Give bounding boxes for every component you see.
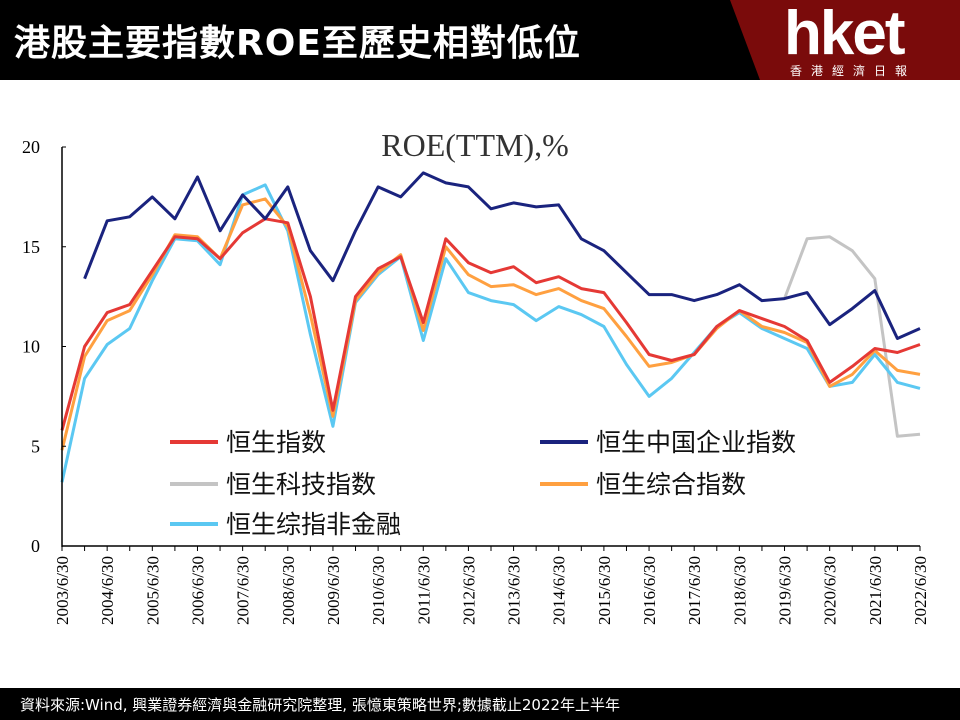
series-line [60,217,921,431]
y-tick-labels: 0 5 10 15 20 [22,137,66,556]
x-tick-label: 2017/6/30 [685,556,704,625]
x-tick-label: 2021/6/30 [866,556,885,625]
header-banner: 港股主要指數ROE至歷史相對低位 hket 香港經濟日報 [0,0,960,80]
x-tick-label: 2011/6/30 [414,556,433,624]
roe-line-chart: 0 5 10 15 20 2003/6/30 2004/6/30 2005/6/30 2006… [22,127,930,625]
legend-label: 恒生指数 [226,428,326,457]
hket-logo: hket 香港經濟日報 [776,0,936,80]
logo-wordmark: hket [784,0,905,68]
x-tick-label: 2010/6/30 [369,556,388,625]
page-title: 港股主要指數ROE至歷史相對低位 [14,23,581,64]
x-tick-label: 2012/6/30 [459,556,478,625]
chart-area: 0 5 10 15 20 2003/6/30 2004/6/30 2005/6/30 2006… [0,80,960,688]
x-tick-label: 2003/6/30 [53,556,72,625]
x-tick-label: 2005/6/30 [143,556,162,625]
x-tick-label: 2013/6/30 [505,556,524,625]
y-tick-label: 0 [31,536,40,556]
source-note: 資料來源:Wind, 興業證券經濟與金融研究院整理, 張憶東策略世界;數據截止2… [20,696,621,714]
series-line [60,183,921,483]
legend-label: 恒生中国企业指数 [596,428,796,457]
x-tick-label: 2009/6/30 [324,556,343,625]
x-tick-label: 2015/6/30 [595,556,614,625]
x-tick-label: 2006/6/30 [188,556,207,625]
series-line [783,235,921,438]
legend-label: 恒生综指非金融 [226,510,401,539]
x-tick-label: 2014/6/30 [550,556,569,625]
y-tick-label: 10 [22,337,40,357]
x-tick-labels: 2003/6/30 2004/6/30 2005/6/30 2006/6/30 2007… [53,546,930,625]
chart-title: ROE(TTM),% [381,127,569,163]
header-title-panel [0,0,760,80]
y-tick-label: 15 [22,237,40,257]
x-tick-label: 2004/6/30 [98,556,117,625]
series-line [60,197,921,451]
y-tick-label: 5 [31,436,40,456]
x-tick-label: 2022/6/30 [911,556,930,625]
series-lines [60,171,921,483]
x-tick-label: 2018/6/30 [730,556,749,625]
legend-label: 恒生科技指数 [226,470,376,499]
y-tick-label: 20 [22,137,40,157]
x-tick-label: 2019/6/30 [776,556,795,625]
footer-bar: 資料來源:Wind, 興業證券經濟與金融研究院整理, 張憶東策略世界;數據截止2… [0,688,960,720]
series-line [83,171,921,340]
legend-label: 恒生综合指数 [596,470,746,499]
x-tick-label: 2016/6/30 [640,556,659,625]
x-tick-label: 2008/6/30 [279,556,298,625]
x-tick-label: 2007/6/30 [234,556,253,625]
logo-subtitle: 香港經濟日報 [790,64,917,78]
x-tick-label: 2020/6/30 [821,556,840,625]
